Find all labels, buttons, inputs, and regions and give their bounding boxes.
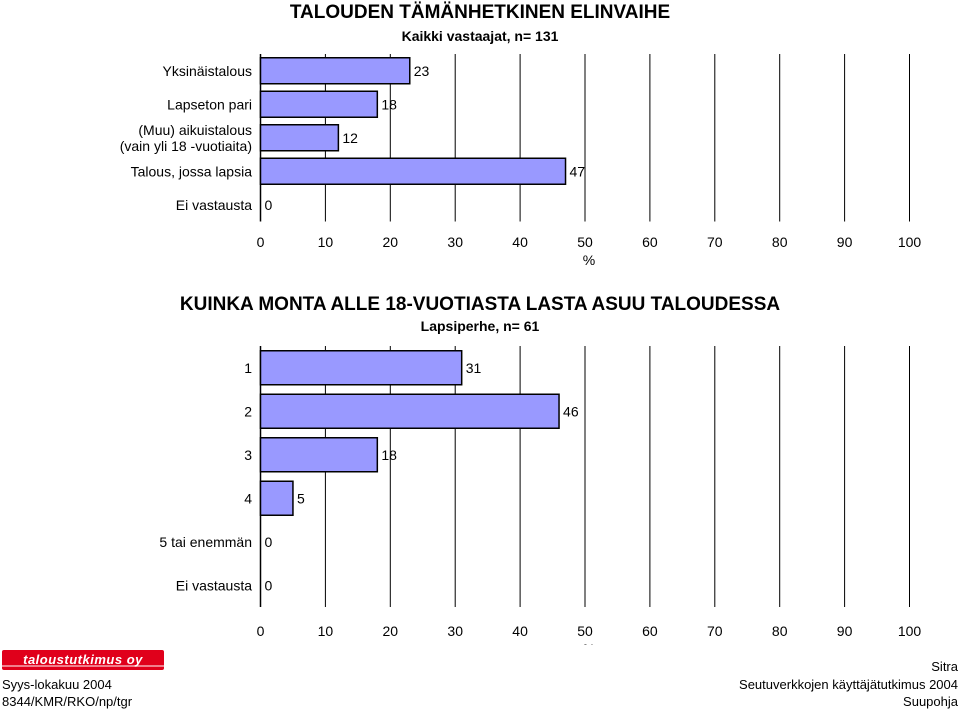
- chart2-category-label: Ei vastausta: [176, 577, 252, 593]
- chart2-tick-label: 60: [642, 623, 658, 639]
- chart2-bar: [259, 480, 294, 516]
- chart1-value-label: 23: [414, 63, 430, 79]
- footer-date: Syys-lokakuu 2004: [2, 677, 112, 692]
- chart2-category-label: 4: [244, 490, 252, 506]
- chart2-tick-label: 100: [898, 623, 922, 639]
- chart2-bar: [259, 393, 560, 429]
- chart2-title: KUINKA MONTA ALLE 18-VUOTIASTA LASTA ASU…: [180, 294, 781, 315]
- chart2-category-label: 2: [244, 403, 252, 419]
- chart1-category-label: Ei vastausta: [176, 197, 252, 213]
- chart2-category-label: 1: [244, 360, 252, 376]
- chart2-bar: [259, 350, 463, 386]
- chart1-tick-label: 60: [642, 234, 658, 250]
- chart1-category-label: (Muu) aikuistalous: [138, 122, 252, 138]
- chart2-tick-label: 20: [383, 623, 399, 639]
- chart1-bar: [259, 157, 567, 185]
- chart1-tick-label: 30: [447, 234, 463, 250]
- chart2-tick-label: 30: [447, 623, 463, 639]
- chart2-category-label: 5 tai enemmän: [159, 534, 252, 550]
- chart1-x-axis-label: %: [583, 252, 595, 268]
- chart1-bar: [259, 124, 340, 152]
- footer-region: Suupohja: [903, 694, 958, 709]
- chart2-value-label: 46: [563, 403, 579, 419]
- chart2-tick-label: 0: [257, 623, 265, 639]
- chart2-tick-label: 50: [577, 623, 593, 639]
- chart1-value-label: 0: [265, 197, 273, 213]
- chart1-category-label: Lapseton pari: [167, 96, 252, 112]
- chart1-value-label: 47: [570, 163, 586, 179]
- chart1-category-label: Yksinäistalous: [163, 63, 253, 79]
- taloustutkimus-logo: taloustutkimus oy: [2, 650, 164, 670]
- chart2-value-label: 0: [265, 577, 273, 593]
- chart1-bar: [259, 57, 411, 85]
- chart1-tick-label: 90: [837, 234, 853, 250]
- chart1-value-label: 18: [381, 96, 397, 112]
- footer-client: Sitra: [931, 659, 958, 674]
- chart2-subtitle: Lapsiperhe, n= 61: [421, 318, 540, 334]
- chart2-value-label: 0: [265, 534, 273, 550]
- chart1-tick-label: 100: [898, 234, 922, 250]
- chart2-x-axis-label: %: [583, 641, 595, 645]
- footer-study: Seutuverkkojen käyttäjätutkimus 2004: [739, 677, 958, 692]
- chart2-value-label: 5: [297, 490, 305, 506]
- footer-code: 8344/KMR/RKO/np/tgr: [2, 694, 133, 709]
- chart1-tick-label: 20: [383, 234, 399, 250]
- logo-text: taloustutkimus oy: [23, 652, 143, 667]
- chart1-tick-label: 50: [577, 234, 593, 250]
- chart2-tick-label: 40: [512, 623, 528, 639]
- chart1-tick-label: 80: [772, 234, 788, 250]
- chart1-tick-label: 40: [512, 234, 528, 250]
- logo-stripe: [2, 665, 164, 667]
- chart1-tick-label: 10: [318, 234, 334, 250]
- chart1-title: TALOUDEN TÄMÄNHETKINEN ELINVAIHE: [290, 2, 670, 23]
- chart2-value-label: 31: [466, 360, 482, 376]
- chart2-tick-label: 70: [707, 623, 723, 639]
- chart1-value-label: 12: [342, 130, 358, 146]
- chart2-category-label: 3: [244, 447, 252, 463]
- chart1-tick-label: 0: [257, 234, 265, 250]
- chart1-bar: [259, 90, 379, 118]
- chart2-value-label: 18: [381, 447, 397, 463]
- chart2-bar: [259, 437, 379, 473]
- chart1-category-label: Talous, jossa lapsia: [131, 163, 253, 179]
- chart2-tick-label: 80: [772, 623, 788, 639]
- chart1-category-label: (vain yli 18 -vuotiaita): [120, 138, 252, 154]
- chart2-tick-label: 90: [837, 623, 853, 639]
- chart2-tick-label: 10: [318, 623, 334, 639]
- charts-canvas: TALOUDEN TÄMÄNHETKINEN ELINVAIHE Kaikki v…: [120, 2, 922, 645]
- chart1-tick-label: 70: [707, 234, 723, 250]
- chart1-subtitle: Kaikki vastaajat, n= 131: [402, 28, 559, 44]
